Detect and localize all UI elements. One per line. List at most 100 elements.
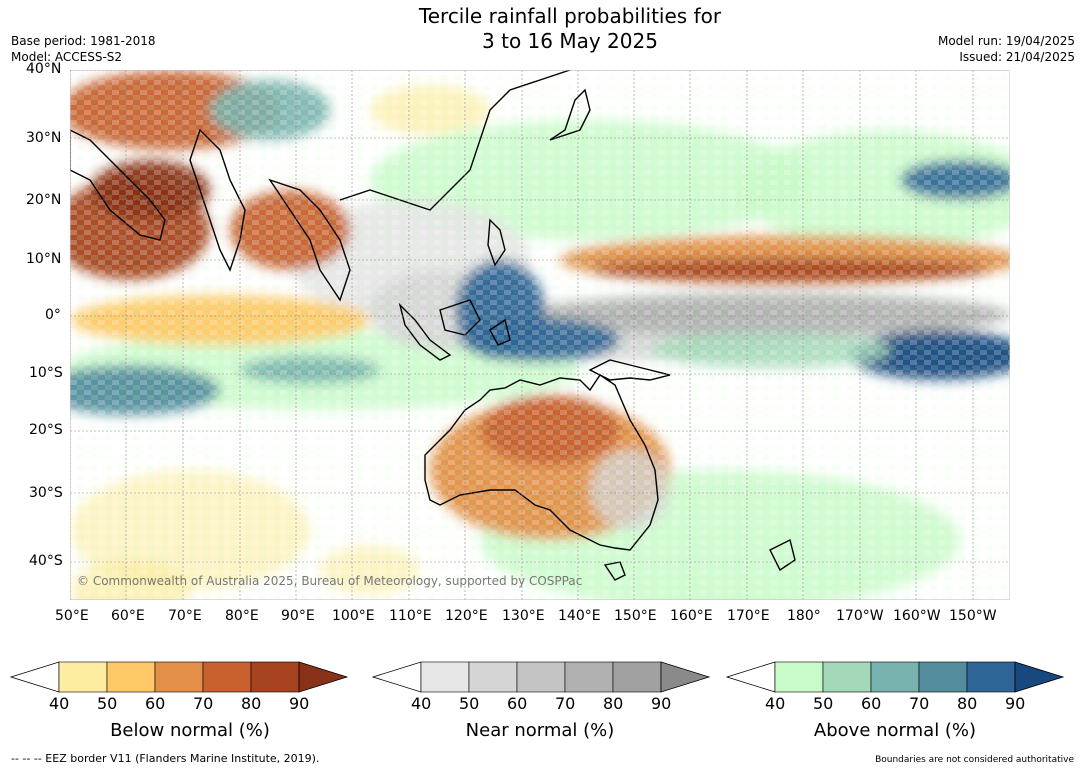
- cb-above-tick: 50: [813, 694, 834, 713]
- colorbar-below: [10, 661, 349, 693]
- texture-overlay: [70, 70, 1010, 600]
- cb-below-tick: 40: [49, 694, 70, 713]
- colorbar-segment: [822, 661, 872, 693]
- colorbar-segment: [516, 661, 566, 693]
- lon-label: 80°E: [225, 608, 259, 624]
- colorbar-segment: [420, 661, 470, 693]
- colorbar-min-arrow: [726, 661, 776, 693]
- eez-note: -- -- -- EEZ border V11 (Flanders Marine…: [11, 752, 320, 765]
- map-canvas: © Commonwealth of Australia 2025, Bureau…: [70, 70, 1010, 600]
- graticule: [70, 70, 1010, 600]
- lon-label: 100°E: [332, 608, 375, 624]
- issued-date: Issued: 21/04/2025: [959, 50, 1075, 64]
- colorbar-segment: [58, 661, 108, 693]
- lon-label: 110°E: [389, 608, 432, 624]
- cb-near-tick: 40: [411, 694, 432, 713]
- cb-near-tick: 80: [603, 694, 624, 713]
- map-title: Tercile rainfall probabilities for 3 to …: [0, 4, 1085, 54]
- lat-label-20s: 20°S: [29, 422, 63, 438]
- lon-label: 70°E: [168, 608, 202, 624]
- lat-label-20n: 20°N: [26, 192, 62, 208]
- meta-right: Model run: 19/04/2025 Issued: 21/04/2025: [938, 33, 1075, 65]
- lon-label: 50°E: [55, 608, 89, 624]
- lon-label: 160°W: [893, 608, 941, 624]
- cb-near-tick: 50: [459, 694, 480, 713]
- coast-tasmania: [603, 561, 626, 581]
- title-line-2: 3 to 16 May 2025: [482, 29, 658, 53]
- lon-label: 150°E: [614, 608, 657, 624]
- lat-label-0: 0°: [45, 307, 61, 323]
- coast-philippines: [487, 218, 506, 267]
- colorbar-segment: [468, 661, 518, 693]
- cb-below-tick: 90: [289, 694, 310, 713]
- colorbar-segment: [250, 661, 300, 693]
- colorbar-max-arrow: [660, 661, 711, 693]
- model-name: Model: ACCESS-S2: [11, 50, 123, 64]
- title-line-1: Tercile rainfall probabilities for: [418, 4, 722, 28]
- lon-label: 160°E: [670, 608, 713, 624]
- coast-sumatra: [398, 302, 452, 361]
- colorbar-segment: [612, 661, 662, 693]
- colorbar-segment: [106, 661, 156, 693]
- meta-left: Base period: 1981-2018 Model: ACCESS-S2: [11, 33, 156, 65]
- lon-label: 120°E: [445, 608, 488, 624]
- coast-new-guinea: [588, 359, 671, 381]
- cb-below-label: Below normal (%): [110, 720, 270, 741]
- cb-above-tick: 80: [957, 694, 978, 713]
- colorbar-segment: [202, 661, 252, 693]
- cb-above-tick: 90: [1005, 694, 1026, 713]
- coast-arabia: [70, 129, 166, 241]
- lat-label-10s: 10°S: [29, 365, 63, 381]
- colorbar-max-arrow: [1014, 661, 1065, 693]
- cb-below-tick: 80: [241, 694, 262, 713]
- cb-near-label: Near normal (%): [465, 720, 615, 741]
- lat-label-30n: 30°N: [26, 130, 62, 146]
- base-period: Base period: 1981-2018: [11, 34, 156, 48]
- lon-label: 170°W: [836, 608, 884, 624]
- lon-label: 60°E: [111, 608, 145, 624]
- lon-label: 90°E: [281, 608, 315, 624]
- lat-label-10n: 10°N: [26, 251, 62, 267]
- cb-above-tick: 70: [909, 694, 930, 713]
- lat-label-30s: 30°S: [29, 485, 63, 501]
- colorbar-segment: [966, 661, 1016, 693]
- colorbar-above: [726, 661, 1065, 693]
- coast-india: [189, 128, 246, 272]
- colorbar-min-arrow: [10, 661, 60, 693]
- lon-label: 150°W: [949, 608, 997, 624]
- cb-near-tick: 70: [555, 694, 576, 713]
- lon-label: 180°: [787, 608, 821, 624]
- colorbar-segment: [870, 661, 920, 693]
- coast-borneo: [439, 299, 481, 336]
- cb-above-label: Above normal (%): [813, 720, 977, 741]
- coast-japan: [549, 88, 591, 141]
- copyright-text: © Commonwealth of Australia 2025, Bureau…: [77, 574, 582, 588]
- model-run: Model run: 19/04/2025: [937, 34, 1075, 48]
- colorbar-max-arrow: [298, 661, 349, 693]
- lat-label-40s: 40°S: [29, 553, 63, 569]
- colorbar-near: [372, 661, 711, 693]
- lon-label: 170°E: [727, 608, 770, 624]
- disclaimer: Boundaries are not considered authoritat…: [875, 755, 1074, 765]
- rainfall-map: © Commonwealth of Australia 2025, Bureau…: [70, 70, 1010, 600]
- map-frame: [70, 70, 1010, 600]
- cb-near-tick: 60: [507, 694, 528, 713]
- coast-sulawesi: [489, 318, 511, 346]
- colorbar-segment: [774, 661, 824, 693]
- coast-new-zealand: [769, 538, 796, 572]
- coast-australia: [424, 374, 659, 551]
- cb-near-tick: 90: [651, 694, 672, 713]
- colorbar-segment: [918, 661, 968, 693]
- cb-below-tick: 60: [145, 694, 166, 713]
- colorbar-segment: [154, 661, 204, 693]
- coast-china: [339, 70, 571, 211]
- colorbar-segment: [564, 661, 614, 693]
- cb-above-tick: 60: [861, 694, 882, 713]
- cb-above-tick: 40: [765, 694, 786, 713]
- lat-label-40n: 40°N: [26, 61, 62, 77]
- cb-below-tick: 50: [97, 694, 118, 713]
- coastlines: [70, 70, 796, 581]
- lon-label: 130°E: [502, 608, 545, 624]
- lon-label: 140°E: [558, 608, 601, 624]
- colorbar-min-arrow: [372, 661, 422, 693]
